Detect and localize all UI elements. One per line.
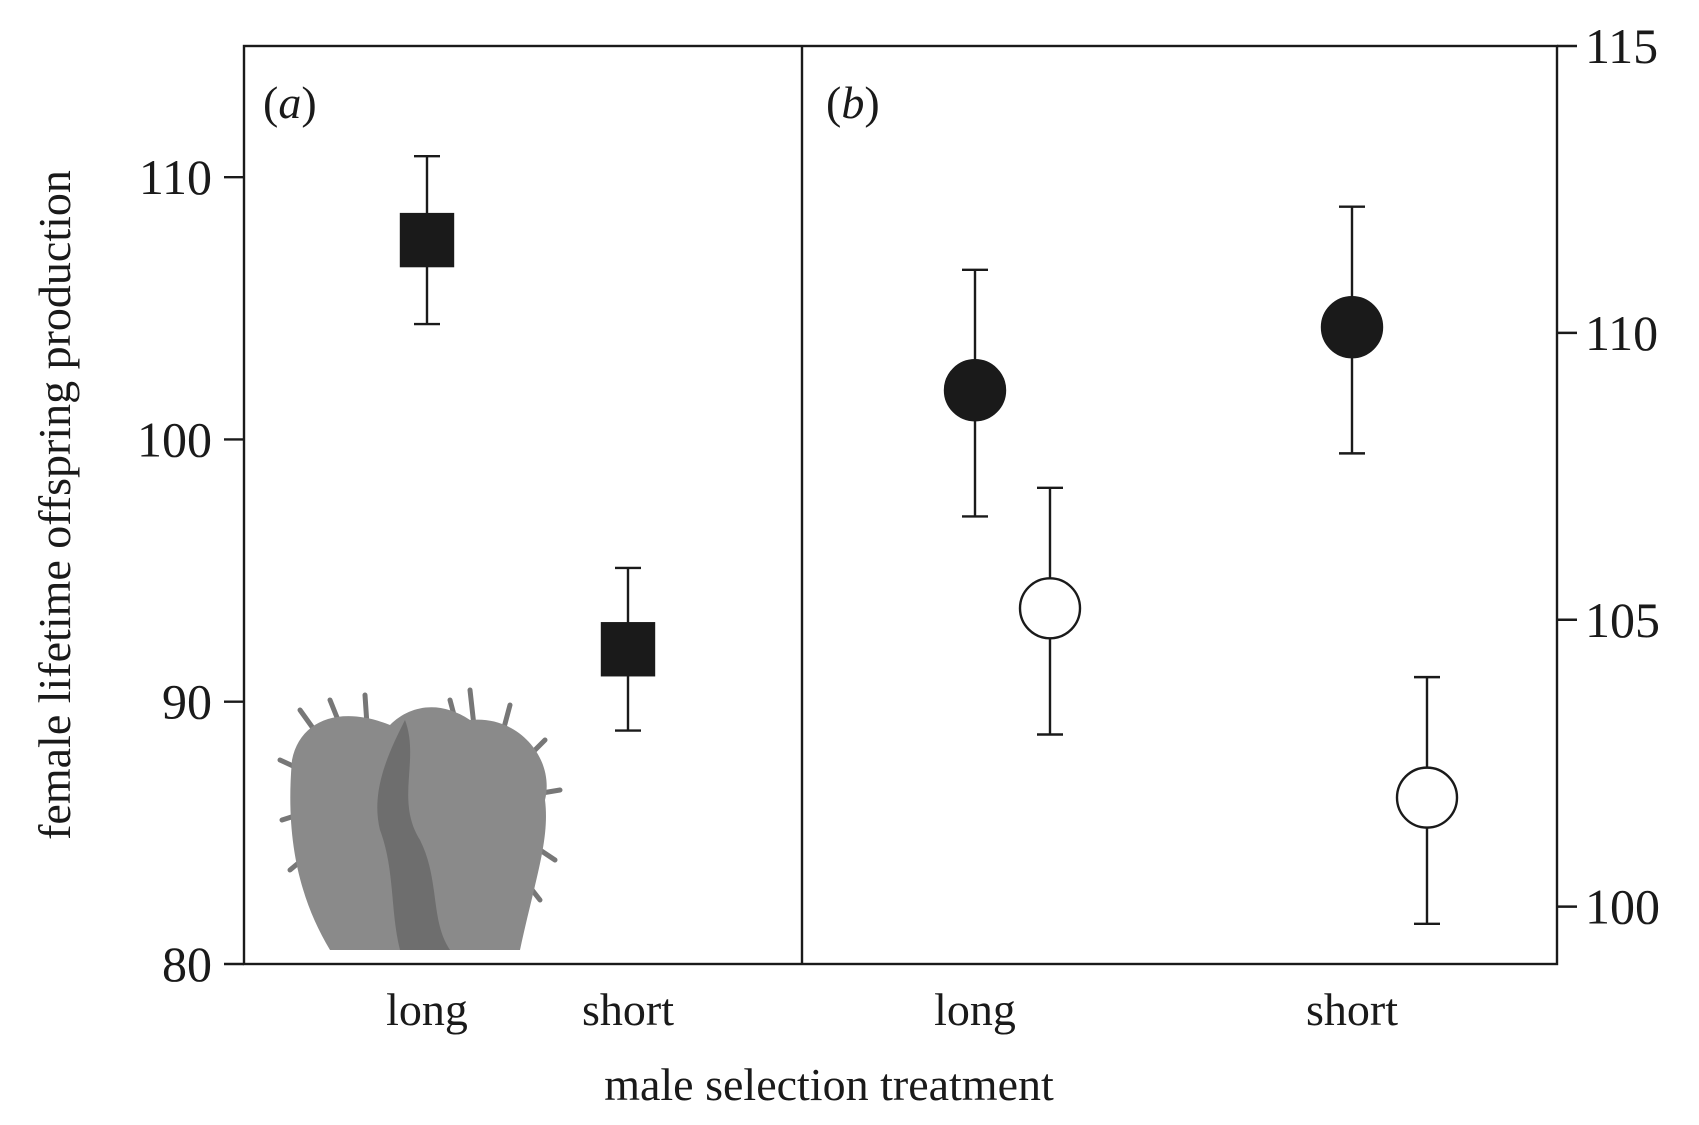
panel-b-x-tick-label-short: short	[1306, 984, 1398, 1035]
panel-b-label: (b)	[826, 77, 880, 128]
axes-layer: 80 90 100 110 long short 100 105 110 115 long short	[137, 18, 1660, 1035]
panel-b-open-circles-long-marker	[1018, 577, 1082, 640]
panel-a-y-tick-label: 110	[139, 149, 212, 205]
panel-a-y-tick-label: 90	[162, 674, 212, 730]
panel-b-filled-circles-short-marker	[1320, 295, 1384, 359]
panel-b-y-tick-label: 110	[1585, 305, 1658, 361]
panel-a-filled-squares-short-marker	[600, 622, 656, 677]
y-axis-title: female lifetime offspring production	[29, 170, 80, 840]
panel-a-y-tick-label: 80	[162, 936, 212, 992]
panel-a-y-tick-label: 100	[137, 411, 212, 467]
marks-layer	[399, 154, 1459, 926]
inset-stem	[377, 720, 450, 950]
panel-b-x-tick-label-long: long	[934, 984, 1016, 1035]
inset-body	[290, 707, 547, 950]
panel-a-label: (a)	[263, 77, 317, 128]
panel-b-y-tick-label: 105	[1585, 592, 1660, 648]
inset-image	[277, 687, 563, 950]
x-axis-title: male selection treatment	[604, 1059, 1054, 1110]
panel-b-y-tick-label: 100	[1585, 879, 1660, 935]
panel-a-x-tick-label-short: short	[582, 984, 674, 1035]
panel-b-open-circles-short-marker	[1395, 766, 1459, 829]
plot-frame	[242, 44, 1559, 966]
panel-b-filled-circles-long-marker	[943, 359, 1007, 422]
panel-a-filled-squares-long-marker	[399, 212, 455, 268]
panel-a-x-tick-label-long: long	[386, 984, 468, 1035]
panel-b-y-tick-label: 115	[1585, 18, 1658, 74]
